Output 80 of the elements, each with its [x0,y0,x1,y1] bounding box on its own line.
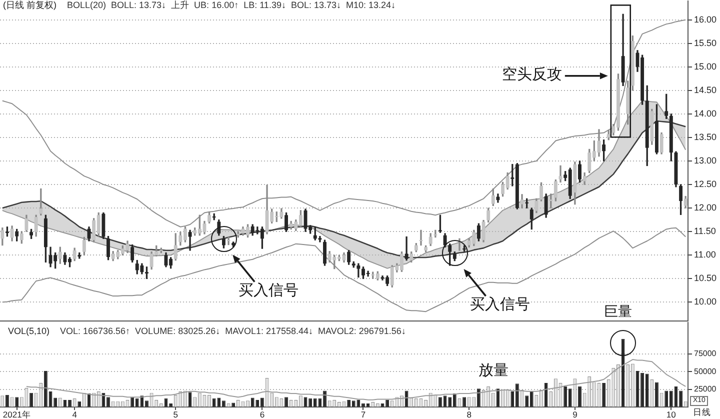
bar [578,386,582,407]
bar [212,398,216,407]
chart-title: (日线 前复权) [3,0,56,11]
x-tick-label: 5 [173,409,178,419]
bar [135,398,139,407]
bar [5,394,9,407]
bar [323,390,326,407]
bar [654,382,658,407]
bar [313,398,317,407]
x-tick-label: 7 [360,409,366,419]
annotation: 买入信号 [470,296,530,314]
bar [568,388,572,407]
y-tick-label: 13.50 [694,132,717,142]
bar [386,400,390,407]
x-tick-label: 4 [72,409,78,419]
x-tick-label: 10 [666,409,676,419]
bar [30,392,34,407]
candlestick [558,165,562,183]
bar [669,390,673,407]
candlestick [226,236,230,246]
bar [530,391,534,407]
x-tick-label: 6 [260,409,265,419]
bar [347,400,351,407]
bar [515,384,519,407]
bar [352,400,356,407]
text: VOL: 166736.56↑ VOLUME: 83025.26↓ MAVOL1: 217558.44↓ MAVOL2: 296791.56↓ [60,326,406,337]
x-tick-label: 8 [466,409,472,419]
bar [164,398,168,407]
y-tick-label: 10.00 [694,296,717,307]
bar [260,398,264,407]
y-tick-label: 15.50 [694,38,717,48]
y-tick-label: 75000 [694,349,717,358]
chart-subtitle: BOLL(20) BOLL: 13.73↓ 上升 UB: 16.00↑ LB: 11.39↓ BOL: 13.73↓ M10: 13.24↓ [67,0,396,11]
bar [15,397,19,407]
y-tick-label: 10.50 [694,273,717,284]
bar [664,390,668,407]
annotation: 空头反攻 [502,66,562,84]
bar [54,398,58,407]
y-tick-label: 11.00 [694,250,716,260]
annotation: 放量 [478,362,508,380]
bar [188,392,192,407]
bar [304,397,308,407]
bar [63,400,67,407]
annotation: 买入信号 [238,282,299,300]
bar [256,400,260,407]
text: 日线 [693,407,711,418]
x-tick-label: 9 [572,409,578,419]
y-tick-label: 50000 [694,366,717,376]
y-tick-label: 16.00 [694,14,717,24]
y-tick-label: 12.50 [694,179,717,190]
y-tick-label: 15.00 [694,61,717,72]
candlestick [419,230,423,246]
y-tick-label: 25000 [694,384,717,394]
bar [222,400,226,407]
bar [44,370,48,407]
bar [438,397,442,407]
y-tick-label: 13.00 [694,155,717,166]
y-tick-label: 12.00 [694,202,717,213]
y-tick-label: 14.00 [694,108,717,118]
candlestick [404,236,408,261]
bar [318,398,322,407]
text: VOL(5,10) [8,326,50,337]
y-tick-label: 14.50 [694,84,717,95]
annotation: 巨量 [604,303,632,320]
bar [68,400,72,407]
bar [448,397,452,407]
bar [679,390,683,407]
x-tick-label: 2021年 [2,409,31,419]
bar [145,400,148,407]
bar [308,398,312,407]
bar [462,397,466,407]
bar [525,396,529,407]
bar [602,382,606,407]
y-tick-label: 11.50 [694,226,716,236]
bar [476,388,480,407]
bar [452,394,456,407]
bar [284,397,288,407]
bar [564,386,568,407]
bar [130,397,134,407]
bar [106,397,110,407]
